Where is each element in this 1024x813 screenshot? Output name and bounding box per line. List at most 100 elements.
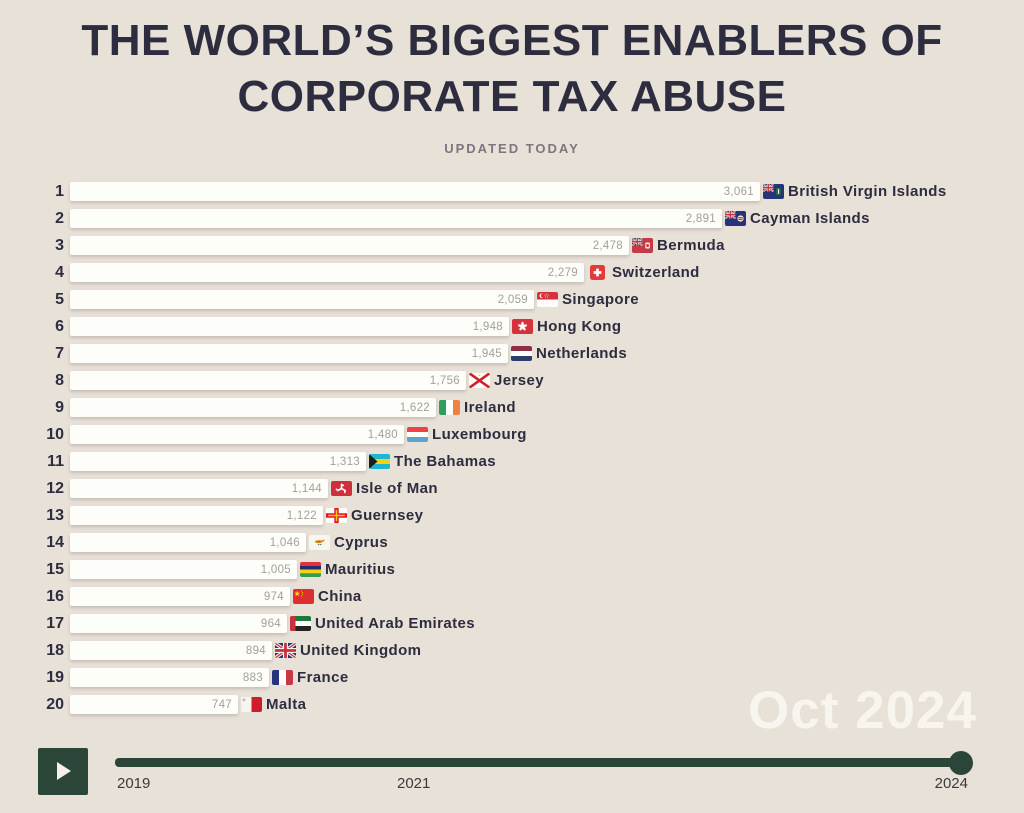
chart-rows: 1 3,061 British Virgin Islands 2 2,891 C… bbox=[0, 178, 1024, 718]
chart-row: 18 894 United Kingdom bbox=[0, 637, 1024, 664]
value-label: 3,061 bbox=[723, 185, 754, 198]
timeline-tick-2021: 2021 bbox=[397, 775, 431, 792]
bar: 1,122 bbox=[70, 506, 323, 525]
rank-label: 9 bbox=[55, 398, 64, 416]
flag-cayman-islands-icon bbox=[725, 211, 746, 226]
value-label: 1,945 bbox=[471, 347, 502, 360]
flag-united-kingdom-icon bbox=[275, 643, 296, 658]
chart-row: 5 2,059 Singapore bbox=[0, 286, 1024, 313]
value-label: 1,046 bbox=[269, 536, 300, 549]
country-label: Switzerland bbox=[612, 264, 700, 281]
value-label: 1,144 bbox=[291, 482, 322, 495]
bar: 747 bbox=[70, 695, 238, 714]
date-watermark: Oct 2024 bbox=[748, 681, 977, 740]
value-label: 1,756 bbox=[429, 374, 460, 387]
country-label: France bbox=[297, 669, 349, 686]
chart-row: 11 1,313 The Bahamas bbox=[0, 448, 1024, 475]
bar: 1,046 bbox=[70, 533, 306, 552]
country-label: Mauritius bbox=[325, 561, 396, 578]
page-title-line2: CORPORATE TAX ABUSE bbox=[237, 72, 787, 121]
chart-row: 8 1,756 Jersey bbox=[0, 367, 1024, 394]
rank-label: 5 bbox=[55, 290, 64, 308]
value-label: 894 bbox=[245, 644, 266, 657]
value-label: 1,122 bbox=[286, 509, 317, 522]
chart-row: 2 2,891 Cayman Islands bbox=[0, 205, 1024, 232]
rank-label: 18 bbox=[46, 641, 64, 659]
country-label: Ireland bbox=[464, 399, 516, 416]
value-label: 2,279 bbox=[547, 266, 578, 279]
play-button[interactable] bbox=[38, 748, 88, 795]
bar: 3,061 bbox=[70, 182, 760, 201]
value-label: 1,005 bbox=[260, 563, 291, 576]
rank-label: 20 bbox=[46, 695, 64, 713]
flag-jersey-icon bbox=[469, 373, 490, 388]
timeline-tick-2024: 2024 bbox=[934, 775, 968, 792]
updated-badge: UPDATED TODAY bbox=[444, 141, 580, 156]
country-label: Malta bbox=[266, 696, 307, 713]
chart-row: 10 1,480 Luxembourg bbox=[0, 421, 1024, 448]
timeline-handle[interactable] bbox=[949, 751, 973, 775]
rank-label: 19 bbox=[46, 668, 64, 686]
flag-bermuda-icon bbox=[632, 238, 653, 253]
flag-british-virgin-islands-icon bbox=[763, 184, 784, 199]
bar: 964 bbox=[70, 614, 287, 633]
value-label: 2,478 bbox=[592, 239, 623, 252]
rank-label: 12 bbox=[46, 479, 64, 497]
bar: 1,480 bbox=[70, 425, 404, 444]
bar: 1,622 bbox=[70, 398, 436, 417]
chart-row: 3 2,478 Bermuda bbox=[0, 232, 1024, 259]
value-label: 1,948 bbox=[472, 320, 503, 333]
country-label: Isle of Man bbox=[356, 480, 438, 497]
rank-label: 16 bbox=[46, 587, 64, 605]
flag-france-icon bbox=[272, 670, 293, 685]
value-label: 1,480 bbox=[367, 428, 398, 441]
page-title: THE WORLD’S BIGGEST ENABLERS OF CORPORAT… bbox=[0, 13, 1024, 125]
bar: 1,945 bbox=[70, 344, 508, 363]
country-label: Luxembourg bbox=[432, 426, 527, 443]
flag-netherlands-icon bbox=[511, 346, 532, 361]
chart-row: 19 883 France bbox=[0, 664, 1024, 691]
country-label: Cayman Islands bbox=[750, 210, 870, 227]
country-label: Jersey bbox=[494, 372, 544, 389]
bar: 1,948 bbox=[70, 317, 509, 336]
header: THE WORLD’S BIGGEST ENABLERS OF CORPORAT… bbox=[0, 0, 1024, 156]
flag-luxembourg-icon bbox=[407, 427, 428, 442]
chart-row: 15 1,005 Mauritius bbox=[0, 556, 1024, 583]
country-label: United Kingdom bbox=[300, 642, 422, 659]
bar: 1,313 bbox=[70, 452, 366, 471]
country-label: Cyprus bbox=[334, 534, 389, 551]
page-title-line1: THE WORLD’S BIGGEST ENABLERS OF bbox=[81, 16, 943, 65]
country-label: China bbox=[318, 588, 362, 605]
chart-row: 13 1,122 Guernsey bbox=[0, 502, 1024, 529]
rank-label: 17 bbox=[46, 614, 64, 632]
country-label: Guernsey bbox=[351, 507, 424, 524]
chart-row: 1 3,061 British Virgin Islands bbox=[0, 178, 1024, 205]
chart-row: 4 2,279 Switzerland bbox=[0, 259, 1024, 286]
country-label: Hong Kong bbox=[537, 318, 622, 335]
chart-row: 6 1,948 Hong Kong bbox=[0, 313, 1024, 340]
flag-mauritius-icon bbox=[300, 562, 321, 577]
country-label: Bermuda bbox=[657, 237, 725, 254]
rank-label: 8 bbox=[55, 371, 64, 389]
value-label: 747 bbox=[211, 698, 232, 711]
flag-hong-kong-icon bbox=[512, 319, 533, 334]
chart-row: 20 747 Malta bbox=[0, 691, 1024, 718]
flag-singapore-icon bbox=[537, 292, 558, 307]
country-label: Singapore bbox=[562, 291, 639, 308]
rank-label: 1 bbox=[55, 182, 64, 200]
value-label: 883 bbox=[242, 671, 263, 684]
country-label: United Arab Emirates bbox=[315, 615, 475, 632]
rank-label: 10 bbox=[46, 425, 64, 443]
country-label: The Bahamas bbox=[394, 453, 496, 470]
chart-row: 16 974 China bbox=[0, 583, 1024, 610]
rank-label: 11 bbox=[47, 452, 64, 470]
flag-guernsey-icon bbox=[326, 508, 347, 523]
rank-label: 13 bbox=[46, 506, 64, 524]
chart-row: 7 1,945 Netherlands bbox=[0, 340, 1024, 367]
flag-united-arab-emirates-icon bbox=[290, 616, 311, 631]
value-label: 2,891 bbox=[685, 212, 716, 225]
timeline-track[interactable] bbox=[115, 758, 963, 767]
value-label: 964 bbox=[260, 617, 281, 630]
timeline-tick-2019: 2019 bbox=[117, 775, 151, 792]
